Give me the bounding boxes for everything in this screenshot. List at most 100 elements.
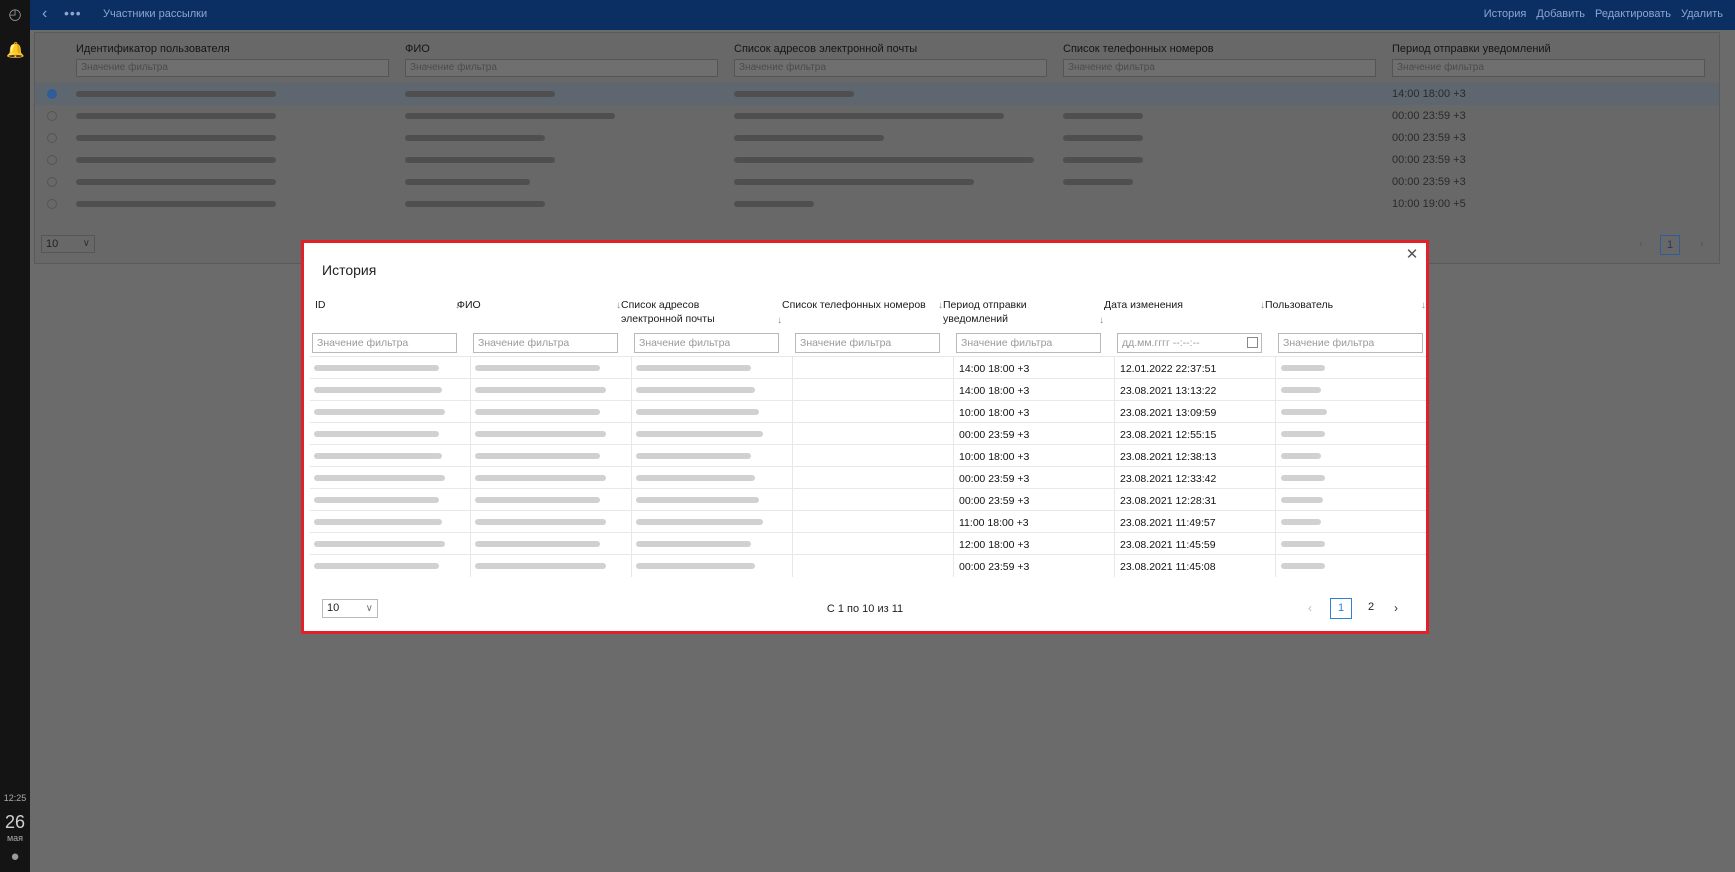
- row-radio[interactable]: [47, 133, 57, 143]
- column-divider: [470, 357, 471, 379]
- filter-phones[interactable]: Значение фильтра: [795, 333, 940, 353]
- column-header-phones[interactable]: Список телефонных номеров: [1063, 43, 1214, 55]
- redacted-text: [636, 431, 763, 437]
- filter-fio[interactable]: Значение фильтра: [473, 333, 618, 353]
- history-button[interactable]: История: [1483, 8, 1527, 20]
- prev-page-arrow-icon[interactable]: ‹: [1639, 238, 1643, 250]
- redacted-text: [475, 541, 600, 547]
- column-divider: [953, 423, 954, 445]
- next-page-arrow-icon[interactable]: ›: [1394, 601, 1398, 615]
- redacted-text: [314, 475, 445, 481]
- column-divider: [1275, 423, 1276, 445]
- column-divider: [792, 401, 793, 423]
- table-row[interactable]: 00:00 23:59 +3: [35, 171, 1719, 193]
- back-arrow-icon[interactable]: ‹: [42, 5, 48, 22]
- filter-user[interactable]: Значение фильтра: [1278, 333, 1423, 353]
- column-divider: [792, 379, 793, 401]
- redacted-text: [636, 541, 751, 547]
- column-divider: [631, 401, 632, 423]
- column-header-fio[interactable]: ФИО: [405, 43, 430, 55]
- column-header-changed[interactable]: Дата изменения: [1104, 299, 1183, 311]
- filter-period[interactable]: Значение фильтра: [1392, 59, 1705, 77]
- more-dots-icon[interactable]: •••: [64, 5, 82, 21]
- edit-button[interactable]: Редактировать: [1595, 8, 1671, 20]
- row-radio[interactable]: [47, 89, 57, 99]
- sort-arrow-icon[interactable]: ↓: [938, 300, 943, 311]
- table-row[interactable]: 10:00 19:00 +5: [35, 193, 1719, 215]
- filter-changed-date[interactable]: дд.мм.гггг --:--:--: [1117, 333, 1262, 353]
- table-row[interactable]: 00:00 23:59 +3 23.08.2021 12:55:15: [310, 422, 1426, 445]
- table-row[interactable]: 00:00 23:59 +3: [35, 149, 1719, 171]
- calendar-icon[interactable]: [1247, 337, 1258, 348]
- page-button-current[interactable]: 1: [1660, 235, 1680, 255]
- filter-user-id[interactable]: Значение фильтра: [76, 59, 389, 77]
- table-row[interactable]: 00:00 23:59 +3 23.08.2021 11:45:08: [310, 554, 1426, 577]
- sort-arrow-icon[interactable]: ↓: [1421, 300, 1426, 311]
- row-radio[interactable]: [47, 177, 57, 187]
- page-size-select[interactable]: 10 ∨: [41, 235, 95, 253]
- row-period: 00:00 23:59 +3: [1392, 110, 1466, 122]
- table-row[interactable]: 12:00 18:00 +3 23.08.2021 11:45:59: [310, 532, 1426, 555]
- column-header-email[interactable]: Список адресов электронной почты: [621, 299, 715, 325]
- table-row[interactable]: 10:00 18:00 +3 23.08.2021 12:38:13: [310, 444, 1426, 467]
- prev-page-arrow-icon[interactable]: ‹: [1308, 601, 1312, 615]
- column-divider: [792, 533, 793, 555]
- column-header-phones[interactable]: Список телефонных номеров: [782, 299, 926, 311]
- redacted-text: [475, 475, 606, 481]
- sort-arrow-icon[interactable]: ↓: [1260, 300, 1265, 311]
- table-row[interactable]: 14:00 18:00 +3 12.01.2022 22:37:51: [310, 356, 1426, 379]
- app-logo-icon[interactable]: ◴: [8, 6, 22, 23]
- row-changed-date: 23.08.2021 13:09:59: [1120, 407, 1217, 419]
- table-row[interactable]: 11:00 18:00 +3 23.08.2021 11:49:57: [310, 510, 1426, 533]
- column-divider: [470, 489, 471, 511]
- bell-icon[interactable]: 🔔: [6, 42, 25, 59]
- filter-id[interactable]: Значение фильтра: [312, 333, 457, 353]
- column-header-fio[interactable]: ФИО: [457, 299, 481, 311]
- column-header-id[interactable]: ID: [315, 299, 326, 311]
- page-size-select[interactable]: 10 ∨: [322, 599, 378, 618]
- column-divider: [1275, 511, 1276, 533]
- page-button-2[interactable]: 2: [1367, 601, 1375, 613]
- column-divider: [1275, 489, 1276, 511]
- column-divider: [631, 445, 632, 467]
- next-page-arrow-icon[interactable]: ›: [1700, 238, 1704, 250]
- filter-fio[interactable]: Значение фильтра: [405, 59, 718, 77]
- table-row[interactable]: 10:00 18:00 +3 23.08.2021 13:09:59: [310, 400, 1426, 423]
- filter-email[interactable]: Значение фильтра: [734, 59, 1047, 77]
- table-row[interactable]: 00:00 23:59 +3: [35, 127, 1719, 149]
- table-row[interactable]: 14:00 18:00 +3: [35, 83, 1719, 105]
- sort-arrow-icon[interactable]: ↓: [616, 300, 621, 311]
- add-button[interactable]: Добавить: [1536, 8, 1585, 20]
- table-row[interactable]: 14:00 18:00 +3 23.08.2021 13:13:22: [310, 378, 1426, 401]
- sort-arrow-icon[interactable]: ↓: [777, 315, 782, 326]
- column-header-email[interactable]: Список адресов электронной почты: [734, 43, 918, 55]
- table-row[interactable]: 00:00 23:59 +3 23.08.2021 12:33:42: [310, 466, 1426, 489]
- table-row[interactable]: 00:00 23:59 +3 23.08.2021 12:28:31: [310, 488, 1426, 511]
- redacted-text: [475, 365, 600, 371]
- column-header-user-id[interactable]: Идентификатор пользователя: [76, 43, 230, 55]
- page-button-1[interactable]: 1: [1330, 598, 1352, 619]
- table-row[interactable]: 00:00 23:59 +3: [35, 105, 1719, 127]
- redacted-text: [405, 113, 615, 119]
- filter-period[interactable]: Значение фильтра: [956, 333, 1101, 353]
- filter-phones[interactable]: Значение фильтра: [1063, 59, 1376, 77]
- redacted-text: [1281, 365, 1325, 371]
- column-header-period[interactable]: Период отправки уведомлений: [1392, 43, 1551, 55]
- sort-arrow-icon[interactable]: ↓: [455, 300, 460, 311]
- filter-email[interactable]: Значение фильтра: [634, 333, 779, 353]
- page-title: Участники рассылки: [103, 8, 208, 20]
- sort-arrow-icon[interactable]: ↓: [1099, 315, 1104, 326]
- column-divider: [470, 379, 471, 401]
- close-icon[interactable]: ✕: [1405, 246, 1419, 263]
- redacted-text: [76, 157, 276, 163]
- column-header-period[interactable]: Период отправки уведомлений: [943, 299, 1027, 325]
- column-header-user[interactable]: Пользователь: [1265, 299, 1334, 311]
- row-radio[interactable]: [47, 111, 57, 121]
- row-radio[interactable]: [47, 199, 57, 209]
- delete-button[interactable]: Удалить: [1681, 8, 1723, 20]
- row-changed-date: 23.08.2021 13:13:22: [1120, 385, 1217, 397]
- column-divider: [1114, 511, 1115, 533]
- user-icon[interactable]: ●: [10, 848, 20, 865]
- row-radio[interactable]: [47, 155, 57, 165]
- column-divider: [470, 533, 471, 555]
